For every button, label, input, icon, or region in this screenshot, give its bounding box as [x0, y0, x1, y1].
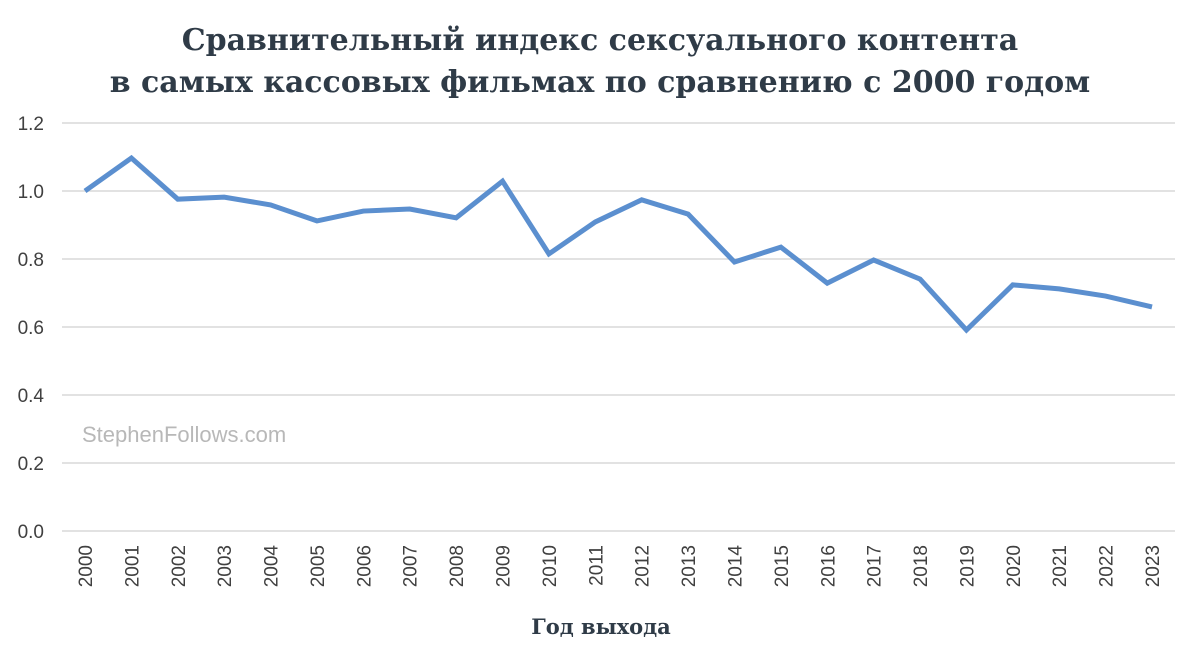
x-tick-label: 2012 [633, 545, 654, 587]
series-line [83, 154, 1153, 334]
x-tick-label: 2002 [169, 545, 190, 587]
x-tick-label: 2015 [772, 545, 793, 587]
x-tick-label: 2008 [447, 545, 468, 587]
y-tick-label: 0.4 [18, 386, 45, 407]
y-tick-label: 1.2 [18, 114, 44, 135]
x-tick-label: 2022 [1097, 545, 1118, 587]
y-tick-label: 0.2 [18, 454, 44, 475]
y-tick-label: 0.6 [18, 318, 44, 339]
chart-title: Сравнительный индекс сексуального контен… [0, 20, 1200, 104]
x-tick-label: 2020 [1004, 545, 1025, 587]
x-tick-label: 2006 [354, 545, 375, 587]
x-tick-label: 2016 [818, 545, 839, 587]
watermark: StephenFollows.com [82, 422, 286, 447]
x-tick-label: 2003 [215, 545, 236, 587]
y-tick-label: 0.0 [18, 522, 44, 543]
y-tick-label: 0.8 [18, 250, 44, 271]
chart-title-line1: Сравнительный индекс сексуального контен… [181, 23, 1019, 58]
x-tick-label: 2018 [911, 545, 932, 587]
y-tick-label: 1.0 [18, 182, 44, 203]
x-tick-label: 2021 [1050, 545, 1071, 587]
chart-title-line2: в самых кассовых фильмах по сравнению с … [109, 65, 1091, 100]
x-tick-label: 2005 [308, 545, 329, 587]
x-tick-label: 2000 [76, 545, 97, 587]
x-axis-label: Год выхода [531, 614, 671, 639]
x-tick-label: 2023 [1143, 545, 1164, 587]
x-tick-label: 2004 [262, 545, 283, 588]
x-tick-label: 2014 [725, 545, 746, 588]
x-tick-label: 2009 [494, 545, 515, 587]
x-tick-label: 2007 [401, 545, 422, 587]
x-tick-label: 2010 [540, 545, 561, 587]
x-tick-label: 2011 [586, 545, 607, 586]
x-tick-label: 2019 [957, 545, 978, 587]
x-tick-label: 2013 [679, 545, 700, 587]
x-tick-label: 2001 [122, 545, 143, 587]
x-tick-label: 2017 [865, 545, 886, 587]
